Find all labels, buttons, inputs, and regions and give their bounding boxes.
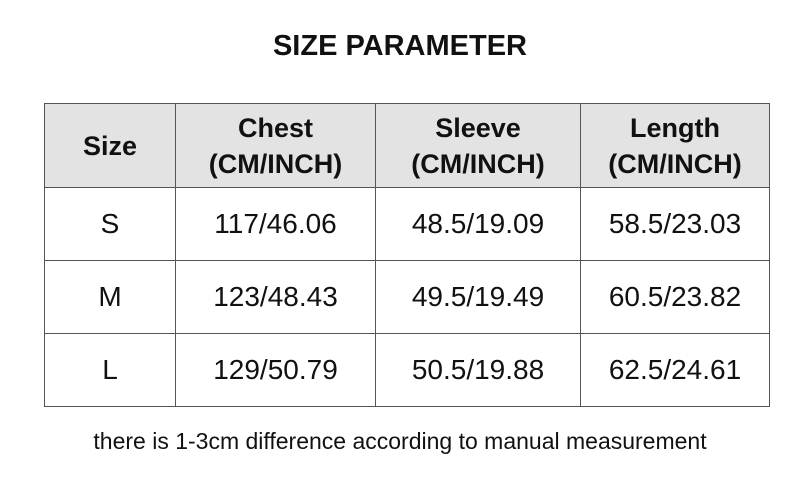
- header-cell: Size: [44, 103, 176, 188]
- header-cell: Sleeve (CM/INCH): [375, 103, 581, 188]
- table-cell: 60.5/23.82: [580, 260, 770, 334]
- table-cell: S: [44, 187, 176, 261]
- title: SIZE PARAMETER: [272, 30, 528, 62]
- header-unit: (CM/INCH): [608, 148, 742, 179]
- header-cell: Chest (CM/INCH): [175, 103, 376, 188]
- table-cell: 129/50.79: [175, 333, 376, 407]
- header-label: Size: [82, 130, 138, 161]
- note: there is 1-3cm difference according to m…: [93, 428, 707, 454]
- header-cell: Length (CM/INCH): [580, 103, 770, 188]
- table-body: S 117/46.06 48.5/19.09 58.5/23.03 M 123/48.43…: [44, 187, 770, 407]
- table-cell: 49.5/19.49: [375, 260, 581, 334]
- table-cell: L: [44, 333, 176, 407]
- header-label: Sleeve: [435, 112, 521, 143]
- table-row: S 117/46.06 48.5/19.09 58.5/23.03: [44, 187, 770, 261]
- table-row: L 129/50.79 50.5/19.88 62.5/24.61: [44, 333, 770, 407]
- table-row: M 123/48.43 49.5/19.49 60.5/23.82: [44, 260, 770, 334]
- table-cell: 123/48.43: [175, 260, 376, 334]
- header-label: Chest: [237, 112, 313, 143]
- table-cell: 50.5/19.88: [375, 333, 581, 407]
- table-cell: 48.5/19.09: [375, 187, 581, 261]
- size-table: Size Chest (CM/INCH) Sleeve (CM/INCH) Length (…: [44, 103, 770, 407]
- table-cell: 62.5/24.61: [580, 333, 770, 407]
- header-unit: (CM/INCH): [208, 148, 343, 179]
- header-unit: (CM/INCH): [411, 148, 545, 179]
- table-cell: M: [44, 260, 176, 334]
- header-row: Size Chest (CM/INCH) Sleeve (CM/INCH) Length (…: [44, 103, 770, 188]
- table-cell: 117/46.06: [175, 187, 376, 261]
- table-cell: 58.5/23.03: [580, 187, 770, 261]
- header-label: Length: [630, 112, 720, 143]
